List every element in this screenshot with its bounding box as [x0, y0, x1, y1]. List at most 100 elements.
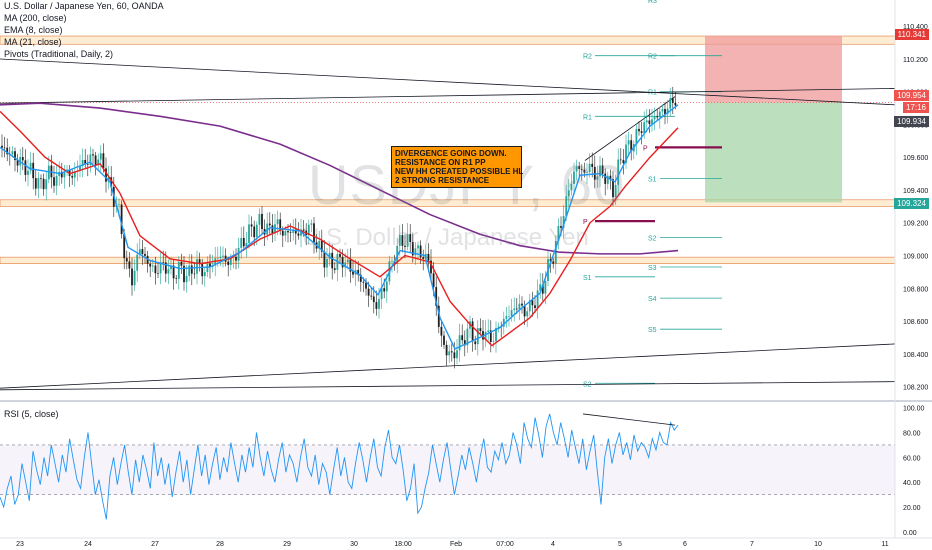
- candle-body[interactable]: [154, 265, 157, 274]
- candle-body[interactable]: [53, 177, 55, 186]
- candle-body[interactable]: [29, 162, 32, 171]
- candle-body[interactable]: [131, 268, 133, 286]
- candle-body[interactable]: [640, 131, 643, 133]
- candle-body[interactable]: [383, 288, 386, 292]
- candle-body[interactable]: [144, 253, 146, 256]
- legend-symbol[interactable]: U.S. Dollar / Japanese Yen, 60, OANDA: [4, 1, 164, 11]
- candle-body[interactable]: [666, 108, 669, 115]
- candle-body[interactable]: [97, 159, 100, 166]
- candle-body[interactable]: [627, 140, 630, 145]
- candle-body[interactable]: [229, 257, 232, 265]
- candle-body[interactable]: [151, 265, 154, 267]
- candle-body[interactable]: [89, 154, 92, 166]
- candle-body[interactable]: [523, 305, 526, 317]
- candle-body[interactable]: [237, 247, 240, 261]
- candle-body[interactable]: [42, 178, 45, 190]
- candle-body[interactable]: [172, 265, 175, 279]
- take-profit-zone[interactable]: [705, 102, 842, 203]
- candle-body[interactable]: [638, 128, 640, 132]
- candle-body[interactable]: [404, 245, 406, 247]
- candle-body[interactable]: [240, 237, 243, 248]
- candle-body[interactable]: [476, 328, 479, 345]
- candle-body[interactable]: [333, 268, 336, 270]
- candle-body[interactable]: [515, 308, 518, 310]
- legend-ma21[interactable]: MA (21, close): [4, 37, 62, 47]
- candle-body[interactable]: [651, 119, 653, 124]
- candle-body[interactable]: [479, 328, 482, 332]
- candle-body[interactable]: [539, 284, 542, 291]
- candle-body[interactable]: [508, 316, 510, 317]
- candle-body[interactable]: [588, 163, 591, 173]
- candle-body[interactable]: [487, 330, 490, 332]
- candle-body[interactable]: [268, 223, 271, 226]
- candle-body[interactable]: [437, 305, 440, 327]
- candle-body[interactable]: [385, 281, 388, 292]
- candle-body[interactable]: [294, 229, 297, 234]
- candle-body[interactable]: [118, 204, 120, 205]
- candle-body[interactable]: [261, 213, 263, 230]
- candle-body[interactable]: [3, 147, 6, 149]
- candle-body[interactable]: [570, 183, 573, 191]
- candle-body[interactable]: [495, 328, 497, 342]
- candle-body[interactable]: [450, 351, 453, 353]
- candle-body[interactable]: [344, 262, 347, 268]
- candle-body[interactable]: [549, 259, 552, 262]
- candle-body[interactable]: [248, 224, 250, 243]
- candle-body[interactable]: [159, 262, 162, 274]
- candle-body[interactable]: [310, 223, 313, 225]
- candle-body[interactable]: [497, 326, 500, 329]
- candle-body[interactable]: [669, 98, 672, 109]
- candle-body[interactable]: [6, 147, 9, 155]
- candle-body[interactable]: [575, 166, 578, 172]
- candle-body[interactable]: [136, 254, 139, 271]
- candle-body[interactable]: [292, 229, 295, 233]
- candle-body[interactable]: [489, 330, 492, 342]
- candle-body[interactable]: [11, 151, 14, 155]
- candle-body[interactable]: [398, 235, 401, 246]
- candle-body[interactable]: [253, 226, 256, 238]
- candle-body[interactable]: [432, 273, 435, 288]
- candle-body[interactable]: [375, 302, 378, 309]
- candle-body[interactable]: [367, 288, 370, 296]
- candle-body[interactable]: [502, 318, 505, 327]
- candle-body[interactable]: [50, 165, 53, 178]
- candle-body[interactable]: [471, 321, 474, 342]
- ma21-line[interactable]: [0, 110, 679, 347]
- candle-body[interactable]: [484, 331, 487, 340]
- candle-body[interactable]: [580, 168, 583, 170]
- candle-body[interactable]: [458, 335, 461, 351]
- candle-body[interactable]: [162, 262, 165, 263]
- candle-body[interactable]: [133, 270, 136, 286]
- candle-body[interactable]: [560, 226, 562, 228]
- candle-body[interactable]: [279, 219, 282, 231]
- candle-body[interactable]: [138, 249, 141, 255]
- candle-body[interactable]: [125, 258, 128, 262]
- legend-ma200[interactable]: MA (200, close): [4, 13, 67, 23]
- candle-body[interactable]: [526, 311, 529, 317]
- candle-body[interactable]: [193, 273, 196, 275]
- candle-body[interactable]: [505, 316, 508, 319]
- candle-body[interactable]: [619, 159, 622, 161]
- candle-body[interactable]: [461, 335, 464, 341]
- candle-body[interactable]: [146, 255, 149, 264]
- candle-body[interactable]: [445, 344, 448, 356]
- candle-body[interactable]: [250, 224, 253, 227]
- candle-body[interactable]: [583, 169, 586, 173]
- candle-body[interactable]: [120, 204, 123, 235]
- candle-body[interactable]: [141, 249, 144, 254]
- candle-body[interactable]: [209, 263, 211, 268]
- candle-body[interactable]: [528, 300, 531, 312]
- candle-body[interactable]: [448, 351, 451, 356]
- candle-body[interactable]: [599, 165, 601, 177]
- candle-body[interactable]: [643, 122, 646, 133]
- candle-body[interactable]: [596, 176, 599, 180]
- candle-body[interactable]: [349, 259, 352, 272]
- candle-body[interactable]: [71, 175, 74, 178]
- candle-body[interactable]: [443, 335, 445, 345]
- candle-body[interactable]: [297, 233, 300, 236]
- candle-body[interactable]: [276, 219, 279, 225]
- candle-body[interactable]: [313, 223, 315, 243]
- candle-body[interactable]: [185, 275, 188, 283]
- candle-body[interactable]: [79, 165, 81, 171]
- candle-body[interactable]: [661, 109, 664, 112]
